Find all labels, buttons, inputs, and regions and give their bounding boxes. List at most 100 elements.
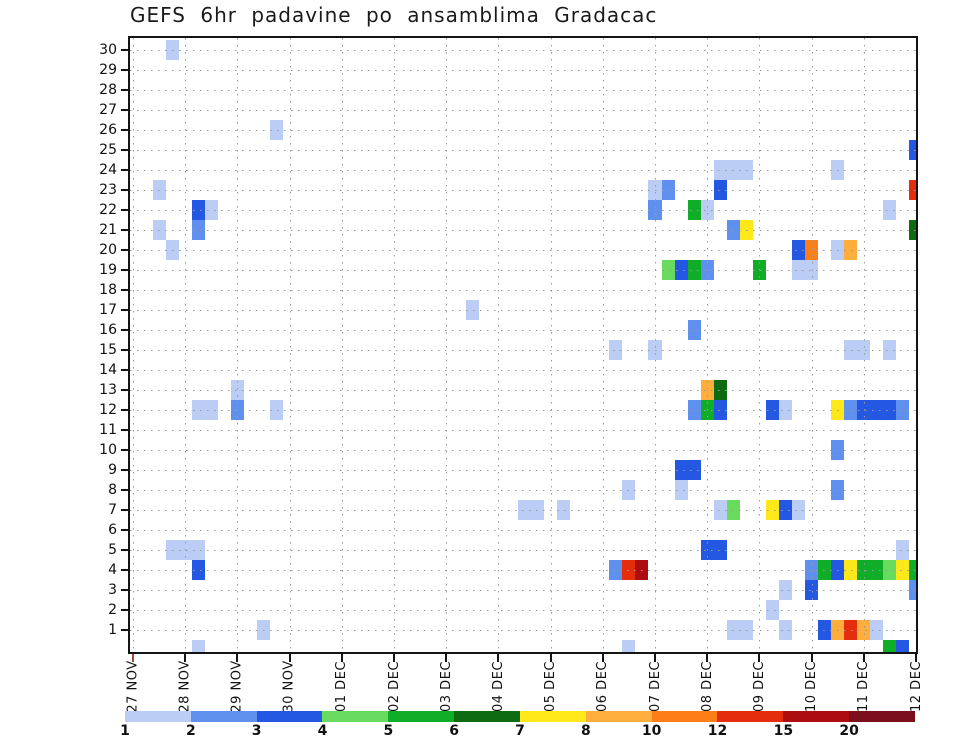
colorbar-label: 3 <box>251 723 262 739</box>
y-axis-tick <box>121 189 130 191</box>
y-axis-label: 21 <box>99 222 117 238</box>
gridline-horizontal <box>130 150 916 151</box>
chart-title: GEFS 6hr padavine po ansamblima Gradacac <box>130 3 658 27</box>
y-axis-tick <box>121 549 130 551</box>
x-axis-tick <box>654 654 656 662</box>
y-axis-label: 30 <box>99 42 117 58</box>
y-axis-tick <box>121 569 130 571</box>
y-axis-tick <box>121 249 130 251</box>
y-axis-tick <box>121 269 130 271</box>
x-axis-tick <box>288 654 291 662</box>
colorbar-segment <box>717 711 784 722</box>
y-axis-label: 25 <box>99 142 117 158</box>
y-axis-tick <box>121 409 130 411</box>
x-axis-label: 01 DEC <box>315 658 369 714</box>
y-axis-tick <box>121 529 130 531</box>
x-axis-label: 03 DEC <box>419 658 473 714</box>
heatmap-cell <box>883 640 897 652</box>
x-axis-label-text: 08 DEC <box>699 660 715 712</box>
x-axis-tick <box>601 654 604 662</box>
gridline-horizontal <box>130 430 916 431</box>
y-axis-tick <box>121 349 130 351</box>
y-axis-tick <box>121 69 130 71</box>
x-axis-label-text: 29 NOV <box>229 659 245 713</box>
gridline-horizontal <box>130 90 916 91</box>
y-axis-tick <box>121 49 130 51</box>
gridline-horizontal <box>130 190 916 191</box>
x-axis-label: 07 DEC <box>628 658 682 714</box>
gridline-horizontal <box>130 70 916 71</box>
y-axis-label: 2 <box>108 602 117 618</box>
x-axis-label: 27 NOV <box>106 658 160 714</box>
gridline-horizontal <box>130 370 916 371</box>
x-axis-tick <box>810 654 813 662</box>
y-axis-label: 17 <box>99 302 117 318</box>
colorbar-label: 6 <box>449 723 460 739</box>
x-axis-tick <box>184 654 187 662</box>
y-axis-label: 1 <box>108 622 117 638</box>
y-axis-tick <box>121 289 130 291</box>
x-axis-label: 28 NOV <box>158 658 212 714</box>
x-axis-label: 10 DEC <box>785 658 839 714</box>
y-axis-tick <box>121 329 130 331</box>
x-axis-label-text: 01 DEC <box>334 660 350 712</box>
y-axis-label: 6 <box>108 522 117 538</box>
heatmap-cell <box>622 640 636 652</box>
gridline-horizontal <box>130 590 916 591</box>
gridline-horizontal <box>130 630 916 631</box>
y-axis-tick <box>121 589 130 591</box>
colorbar-segment <box>388 711 455 722</box>
gridline-vertical <box>289 38 291 652</box>
y-axis-label: 4 <box>108 562 117 578</box>
y-axis-label: 9 <box>108 462 117 478</box>
x-axis-tick <box>132 654 134 662</box>
x-axis-label: 04 DEC <box>471 658 525 714</box>
colorbar-segment <box>256 711 323 722</box>
gridline-horizontal <box>130 530 916 531</box>
colorbar-segment <box>322 711 389 722</box>
x-axis-tick <box>340 654 343 662</box>
gridline-vertical <box>133 38 134 652</box>
gridline-vertical <box>185 38 187 652</box>
gridline-vertical <box>811 38 813 652</box>
precip-colorbar <box>125 711 915 722</box>
colorbar-label: 5 <box>383 723 394 739</box>
colorbar-segment <box>454 711 520 722</box>
gridline-horizontal <box>130 610 916 611</box>
x-axis-label: 09 DEC <box>732 658 786 714</box>
gridline-horizontal <box>130 470 916 471</box>
x-axis-label: 12 DEC <box>889 658 943 714</box>
y-axis-tick <box>121 369 130 371</box>
y-axis-tick <box>121 109 130 111</box>
y-axis-label: 5 <box>108 542 117 558</box>
gridline-horizontal <box>130 550 916 551</box>
gridline-vertical <box>707 38 709 652</box>
x-axis-label-text: 07 DEC <box>647 660 663 712</box>
y-axis-label: 27 <box>99 102 117 118</box>
y-axis-label: 7 <box>108 502 117 518</box>
colorbar-segment <box>783 711 850 722</box>
gridline-horizontal <box>130 450 916 451</box>
y-axis-label: 14 <box>99 362 117 378</box>
gridline-vertical <box>602 38 604 652</box>
colorbar-label: 12 <box>707 723 728 739</box>
gridline-vertical <box>550 38 552 652</box>
gridline-horizontal <box>130 210 916 211</box>
colorbar-segment <box>519 711 586 722</box>
y-axis-tick <box>121 449 130 451</box>
heatmap-cell <box>191 640 205 652</box>
x-axis-label-text: 11 DEC <box>856 660 872 712</box>
colorbar-label: 15 <box>773 723 794 739</box>
y-axis-tick <box>121 509 130 511</box>
x-axis-label-text: 03 DEC <box>438 660 454 712</box>
y-axis-tick <box>121 489 130 491</box>
y-axis-label: 29 <box>99 62 117 78</box>
gridline-horizontal <box>130 230 916 231</box>
y-axis-tick <box>121 149 130 151</box>
y-axis-tick <box>121 609 130 611</box>
x-axis-label-text: 02 DEC <box>386 660 402 712</box>
y-axis-tick <box>121 309 130 311</box>
gridline-horizontal <box>130 510 916 511</box>
y-axis-label: 11 <box>99 422 117 438</box>
